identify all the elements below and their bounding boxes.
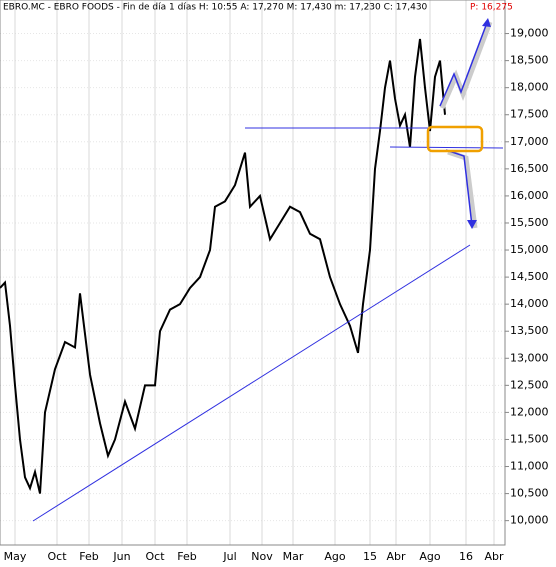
y-tick-label: 19,000 [510, 27, 549, 40]
highlight-box [426, 125, 484, 153]
x-tick-label: Abr [484, 550, 504, 563]
arrow-up [439, 19, 489, 107]
y-tick-label: 14,500 [510, 270, 549, 283]
y-tick-label: 18,500 [510, 54, 549, 67]
plot [0, 38, 446, 494]
arrow-head [482, 18, 491, 27]
x-tick-label: Oct [145, 550, 165, 563]
support-line [389, 146, 504, 149]
y-tick-label: 16,500 [510, 162, 549, 175]
y-tick-label: 17,000 [510, 135, 549, 148]
y-tick-label: 11,500 [510, 432, 549, 445]
y-tick-label: 16,000 [510, 189, 549, 202]
y-tick-label: 13,000 [510, 351, 549, 364]
y-tick-label: 12,000 [510, 405, 549, 418]
last-price: P: 16,275 [470, 3, 513, 13]
y-tick-label: 17,500 [510, 108, 549, 121]
y-tick-label: 18,000 [510, 81, 549, 94]
annotations [32, 18, 504, 522]
price-line [0, 38, 446, 494]
x-tick-label: Abr [386, 550, 406, 563]
y-tick-label: 11,000 [510, 460, 549, 473]
arrow-shadow [447, 149, 478, 229]
x-tick-label: Jul [222, 550, 236, 563]
x-tick-label: Mar [283, 550, 304, 563]
x-tick-label: May [4, 550, 27, 563]
y-tick-label: 13,500 [510, 324, 549, 337]
y-tick-label: 14,000 [510, 297, 549, 310]
y-tick-label: 15,500 [510, 216, 549, 229]
x-tick-label: Jun [112, 550, 130, 563]
x-tick-label: Feb [79, 550, 98, 563]
arrow-head [467, 220, 477, 229]
plot-frame [0, 0, 506, 546]
y-tick-label: 15,000 [510, 243, 549, 256]
arrow-shadow [439, 21, 493, 110]
x-tick-label: Nov [251, 550, 273, 563]
x-tick-label: Oct [47, 550, 67, 563]
trend-line [32, 244, 471, 522]
x-tick-label: 15 [363, 550, 377, 563]
chart-title: EBRO.MC - EBRO FOODS - Fin de día 1 días… [3, 3, 428, 13]
x-tick-label: 16 [459, 550, 473, 563]
x-tick-label: Feb [177, 550, 196, 563]
x-tick-label: Ago [419, 550, 441, 563]
y-tick-label: 12,500 [510, 378, 549, 391]
y-tick-label: 10,000 [510, 514, 549, 527]
grid [0, 0, 505, 545]
x-tick-label: Ago [324, 550, 346, 563]
y-tick-label: 10,500 [510, 487, 549, 500]
